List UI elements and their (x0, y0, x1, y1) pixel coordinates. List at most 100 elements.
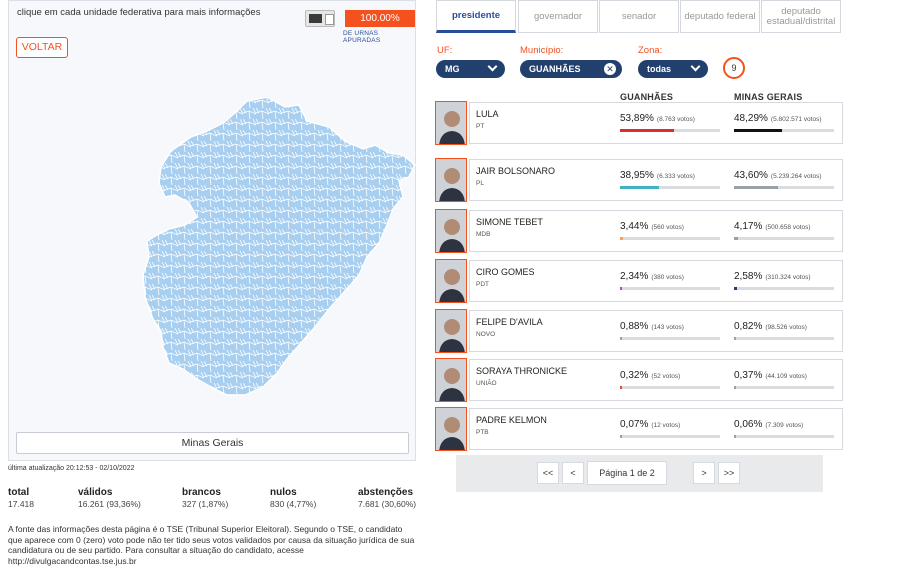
stat-total: total 17.418 (8, 487, 34, 509)
candidate-info: SIMONE TEBET MDB 3,44% (560 votos) 4,17% (500… (469, 210, 843, 252)
next-page-button[interactable]: > (693, 462, 715, 484)
local-bar-fill (620, 386, 622, 389)
state-bar (734, 129, 834, 132)
disclaimer: A fonte das informações desta página é o… (8, 524, 415, 566)
state-map[interactable] (139, 97, 419, 397)
municipio-select[interactable]: GUANHÃES ✕ (520, 60, 622, 78)
tab-senador[interactable]: senador (599, 0, 679, 33)
state-bar-fill (734, 386, 736, 389)
state-percent: 0,06% (734, 419, 763, 430)
local-percent: 53,89% (620, 113, 654, 124)
uf-select[interactable]: MG (436, 60, 505, 78)
local-result: 0,32% (52 votos) (620, 365, 725, 389)
candidate-card[interactable]: CIRO GOMES PDT 2,34% (380 votos) 2,58% (310.3… (435, 259, 843, 303)
candidate-name: SIMONE TEBET (476, 217, 543, 227)
stat-abstentions: abstenções 7.681 (30,60%) (358, 487, 416, 509)
candidate-photo (435, 259, 467, 303)
candidate-card[interactable]: JAIR BOLSONARO PL 38,95% (6.333 votos) 43,60… (435, 158, 843, 202)
local-percent: 0,32% (620, 370, 649, 381)
zona-value: todas (647, 64, 672, 74)
stat-value: 16.261 (93,36%) (78, 499, 141, 509)
local-votes: (52 votos) (651, 373, 681, 380)
state-votes: (5.239.264 votos) (770, 173, 822, 180)
last-page-button[interactable]: >> (718, 462, 740, 484)
stat-label: brancos (182, 487, 221, 498)
local-bar-fill (620, 337, 622, 340)
candidate-card[interactable]: SORAYA THRONICKE UNIÃO 0,32% (52 votos) 0,37… (435, 358, 843, 402)
state-bar (734, 186, 834, 189)
local-percent: 0,88% (620, 321, 649, 332)
local-bar (620, 237, 720, 240)
back-button[interactable]: VOLTAR (16, 37, 68, 58)
candidate-party: PDT (476, 281, 489, 288)
prev-page-button[interactable]: < (562, 462, 584, 484)
chevron-down-icon (487, 61, 498, 72)
local-result: 2,34% (380 votos) (620, 266, 725, 290)
candidate-card[interactable]: SIMONE TEBET MDB 3,44% (560 votos) 4,17% (500… (435, 209, 843, 253)
tab-presidente[interactable]: presidente (436, 0, 516, 33)
candidate-card[interactable]: LULA PT 53,89% (8.763 votos) 48,29% (5.802.57… (435, 101, 843, 145)
stat-value: 830 (4,77%) (270, 499, 317, 509)
candidate-name: FELIPE D'AVILA (476, 317, 543, 327)
candidate-photo (435, 309, 467, 353)
first-page-button[interactable]: << (537, 462, 559, 484)
zona-select[interactable]: todas (638, 60, 708, 78)
local-votes: (6.333 votos) (656, 173, 695, 180)
local-bar-fill (620, 287, 623, 290)
local-votes: (143 votos) (651, 324, 684, 331)
municipio-value: GUANHÃES (529, 64, 581, 74)
candidate-party: MDB (476, 231, 491, 238)
candidate-photo (435, 209, 467, 253)
local-bar-fill (620, 129, 674, 132)
local-votes: (380 votos) (651, 274, 684, 281)
local-votes: (560 votos) (651, 224, 684, 231)
column-local: GUANHÃES (620, 92, 674, 102)
candidate-card[interactable]: FELIPE D'AVILA NOVO 0,88% (143 votos) 0,82%(… (435, 309, 843, 353)
candidate-party: NOVO (476, 331, 496, 338)
state-percent: 4,17% (734, 221, 763, 232)
candidate-info: FELIPE D'AVILA NOVO 0,88% (143 votos) 0,82%(… (469, 310, 843, 352)
state-bar-fill (734, 186, 778, 189)
local-result: 0,07% (12 votos) (620, 414, 725, 438)
local-percent: 38,95% (620, 170, 654, 181)
state-votes: (310.324 votos) (765, 274, 811, 281)
state-votes: (7.309 votos) (765, 422, 804, 429)
state-bar (734, 386, 834, 389)
local-result: 0,88% (143 votos) (620, 316, 725, 340)
municipality-borders (143, 97, 415, 395)
local-bar-fill (620, 435, 622, 438)
local-bar (620, 287, 720, 290)
candidate-name: CIRO GOMES (476, 267, 535, 277)
local-bar (620, 337, 720, 340)
tab-deputado-federal[interactable]: deputado federal (680, 0, 760, 33)
state-result: 2,58% (310.324 votos) (734, 266, 839, 290)
candidate-info: PADRE KELMON PTB 0,07% (12 votos) 0,06% (7.30… (469, 408, 843, 450)
state-result: 0,06% (7.309 votos) (734, 414, 839, 438)
candidate-card[interactable]: PADRE KELMON PTB 0,07% (12 votos) 0,06% (7.30… (435, 407, 843, 451)
tab-governador[interactable]: governador (518, 0, 598, 33)
state-result: 48,29% (5.802.571 votos) (734, 108, 839, 132)
ballot-box-icon (305, 10, 335, 27)
local-percent: 2,34% (620, 271, 649, 282)
stat-label: abstenções (358, 487, 414, 498)
tab-deputado-estadual[interactable]: deputado estadual/distrital (761, 0, 841, 33)
local-percent: 3,44% (620, 221, 649, 232)
state-result: 0,37% (44.109 votos) (734, 365, 839, 389)
candidate-photo (435, 407, 467, 451)
local-bar (620, 386, 720, 389)
clear-icon[interactable]: ✕ (604, 63, 616, 75)
state-bar (734, 337, 834, 340)
zone-count-badge: 9 (723, 57, 745, 79)
stat-value: 17.418 (8, 499, 34, 509)
state-bar (734, 287, 834, 290)
uf-label: UF: (437, 45, 453, 56)
candidate-photo (435, 158, 467, 202)
local-bar (620, 186, 720, 189)
state-percent: 0,37% (734, 370, 763, 381)
uf-value: MG (445, 64, 460, 74)
candidate-party: PT (476, 123, 485, 130)
state-bar-fill (734, 287, 737, 290)
stat-value: 7.681 (30,60%) (358, 499, 417, 509)
pagination: << < Página 1 de 2 > >> (456, 455, 823, 492)
state-bar-fill (734, 237, 739, 240)
